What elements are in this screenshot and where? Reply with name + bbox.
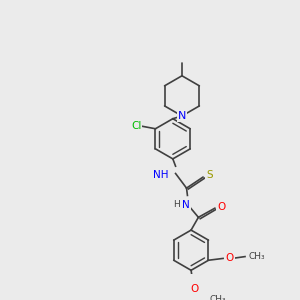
Text: N: N: [178, 111, 186, 121]
Text: O: O: [225, 254, 234, 263]
Text: O: O: [217, 202, 225, 212]
Text: N: N: [182, 200, 190, 209]
Text: Cl: Cl: [131, 121, 141, 131]
Text: H: H: [173, 200, 180, 209]
Text: CH₃: CH₃: [249, 252, 265, 261]
Text: O: O: [190, 284, 199, 294]
Text: S: S: [206, 170, 213, 180]
Text: NH: NH: [153, 170, 168, 180]
Text: CH₃: CH₃: [209, 295, 226, 300]
